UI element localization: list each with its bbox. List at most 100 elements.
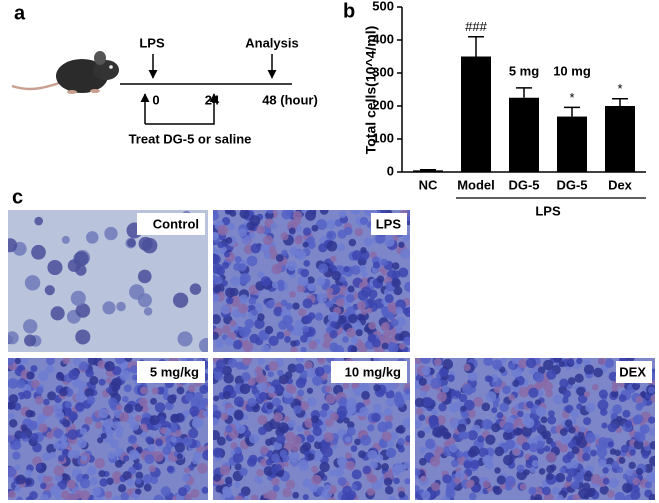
cell	[270, 465, 279, 474]
cell	[112, 421, 121, 431]
cell	[213, 395, 220, 402]
cell	[508, 363, 516, 370]
micrograph	[415, 358, 655, 500]
cell	[239, 294, 249, 304]
cell	[302, 298, 313, 309]
cell	[442, 474, 452, 484]
cell	[459, 393, 468, 403]
cell	[225, 425, 233, 433]
cell	[280, 299, 288, 307]
cell	[281, 249, 288, 257]
treatment-label: Treat DG-5 or saline	[129, 131, 252, 146]
cell	[397, 437, 406, 446]
cell	[429, 456, 441, 467]
cell	[384, 236, 395, 247]
cell	[145, 436, 153, 444]
cell	[94, 457, 106, 469]
cell	[555, 472, 566, 483]
cell	[359, 216, 369, 225]
cell	[553, 358, 563, 363]
cell	[635, 467, 644, 476]
arrow	[145, 93, 219, 125]
cell	[249, 333, 260, 344]
cell	[385, 397, 395, 407]
cell	[448, 443, 458, 453]
cell	[78, 380, 88, 390]
cell	[433, 358, 442, 367]
cell	[584, 470, 592, 478]
cell	[644, 481, 652, 489]
cell	[512, 448, 520, 456]
cell	[305, 210, 316, 221]
cell	[451, 459, 459, 468]
cell	[579, 426, 586, 433]
cell	[273, 412, 283, 423]
cell	[397, 445, 405, 453]
cell	[599, 485, 609, 495]
cell	[518, 386, 530, 398]
cell	[242, 414, 249, 421]
cell	[564, 419, 573, 428]
cell	[277, 422, 289, 434]
cell	[123, 384, 132, 393]
cell	[419, 446, 427, 454]
cell	[213, 285, 221, 294]
cell	[182, 436, 193, 447]
cell	[115, 404, 123, 411]
cell	[529, 368, 536, 375]
cell	[109, 439, 120, 449]
cell	[400, 248, 410, 259]
cell	[549, 464, 557, 472]
cell	[202, 449, 208, 461]
cell	[271, 281, 279, 289]
cell	[174, 429, 182, 437]
cell	[394, 333, 403, 341]
cell	[382, 331, 390, 339]
cell	[256, 225, 266, 234]
cell	[75, 329, 91, 345]
cell	[622, 482, 633, 494]
cell	[289, 246, 299, 256]
cell	[614, 491, 625, 500]
cell	[239, 210, 250, 219]
cell	[272, 383, 283, 395]
cell	[398, 267, 409, 278]
cell	[30, 379, 40, 389]
cell	[134, 488, 142, 495]
cell	[283, 416, 290, 423]
cell	[590, 474, 602, 485]
cell	[288, 451, 300, 463]
cell	[423, 397, 434, 407]
cell	[612, 404, 623, 415]
cell	[294, 235, 303, 245]
cell	[105, 377, 112, 384]
cell	[285, 479, 296, 490]
cell	[344, 436, 352, 443]
error-bar	[516, 87, 532, 98]
cell	[234, 463, 242, 471]
cell	[40, 482, 47, 490]
micrographs: Control LPS 5 mg/kg 10 mg/kg DEX	[8, 210, 655, 500]
cell	[329, 330, 338, 339]
cell	[346, 327, 356, 338]
cell	[277, 284, 285, 292]
cell	[213, 404, 218, 412]
cell	[25, 496, 34, 500]
cell	[30, 433, 39, 442]
cell	[311, 465, 319, 473]
cell	[213, 429, 221, 441]
cell	[86, 395, 96, 405]
cell	[363, 397, 371, 406]
cell	[325, 385, 333, 393]
cell	[318, 243, 328, 253]
cell	[220, 412, 229, 421]
cell	[354, 438, 361, 446]
cell	[172, 292, 189, 308]
cell	[388, 495, 397, 500]
cell	[57, 479, 68, 490]
cell	[176, 453, 183, 460]
cell	[351, 469, 362, 480]
cell	[287, 419, 296, 428]
cell	[529, 466, 536, 474]
cell	[225, 287, 236, 298]
